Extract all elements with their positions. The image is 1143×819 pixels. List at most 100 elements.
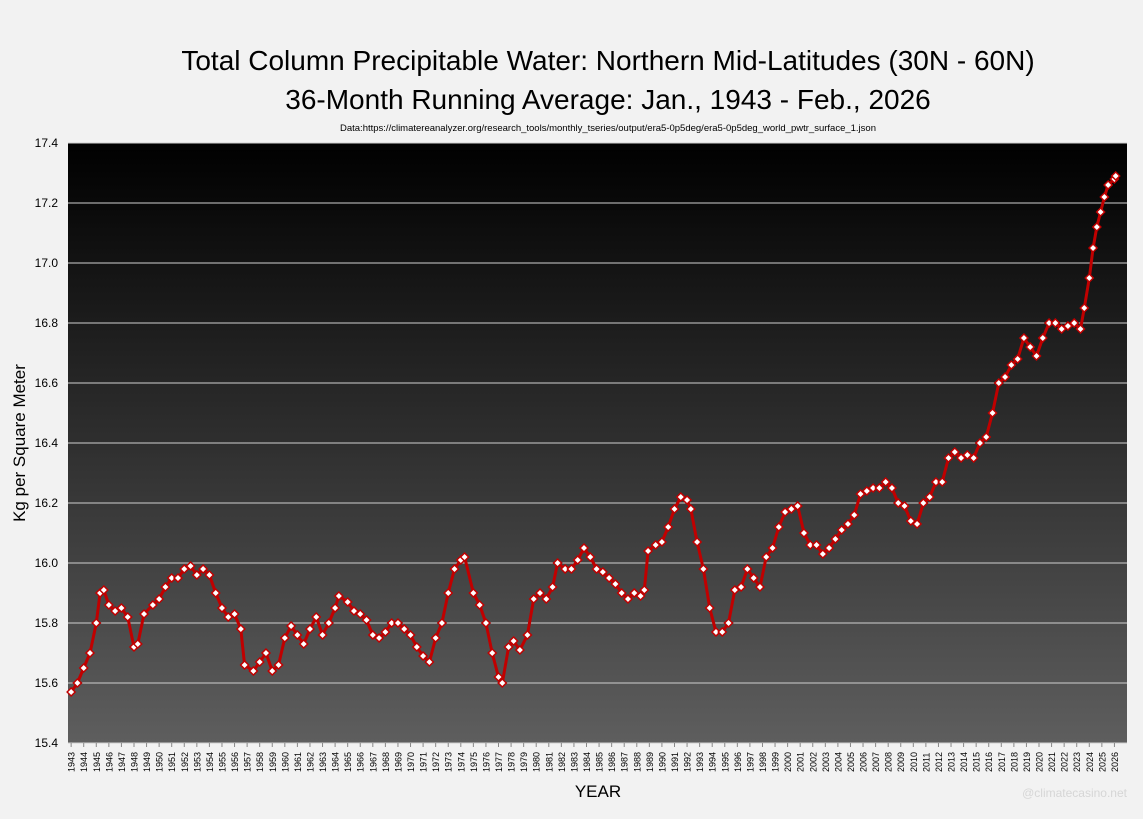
- data-point: [1091, 221, 1102, 233]
- data-point: [566, 563, 577, 575]
- data-point: [443, 587, 454, 599]
- data-point: [956, 452, 967, 464]
- data-point: [773, 521, 784, 533]
- data-point: [493, 671, 504, 683]
- y-tick-label: 17.2: [35, 196, 59, 210]
- y-tick-label: 16.0: [35, 556, 59, 570]
- x-tick-label: 2021: [1047, 752, 1057, 772]
- data-point: [817, 548, 828, 560]
- x-tick-label: 1971: [419, 752, 429, 772]
- data-point: [198, 563, 209, 575]
- data-point: [160, 581, 171, 593]
- data-point: [675, 491, 686, 503]
- x-tick-label: 1976: [481, 752, 491, 772]
- data-point: [459, 551, 470, 563]
- x-tick-label: 2001: [796, 752, 806, 772]
- data-point: [880, 476, 891, 488]
- data-point: [987, 407, 998, 419]
- data-point: [503, 641, 514, 653]
- data-point: [348, 605, 360, 617]
- data-point: [84, 647, 96, 659]
- data-point: [355, 608, 366, 620]
- data-point: [610, 578, 621, 590]
- data-point: [629, 587, 640, 599]
- x-tick-label: 1949: [142, 752, 152, 772]
- data-point: [286, 620, 297, 632]
- data-point: [367, 629, 378, 641]
- data-point: [968, 452, 979, 464]
- x-tick-label: 1989: [645, 752, 655, 772]
- x-tick-label: 1980: [532, 752, 542, 772]
- data-point: [116, 602, 127, 614]
- source: Data:https://climatereanalyzer.org/resea…: [340, 123, 876, 134]
- x-tick-label: 1953: [192, 752, 202, 772]
- x-tick-label: 2012: [934, 752, 944, 772]
- data-point: [342, 596, 353, 608]
- data-point: [1084, 272, 1095, 284]
- data-point: [855, 488, 866, 500]
- data-point: [487, 647, 498, 659]
- data-point: [267, 665, 278, 677]
- x-tick-label: 2026: [1110, 752, 1120, 772]
- data-point: [468, 587, 479, 599]
- x-tick-label: 1996: [733, 752, 743, 772]
- data-point: [534, 587, 546, 599]
- data-point: [547, 581, 558, 593]
- data-point: [622, 593, 634, 605]
- x-tick-label: 1962: [305, 752, 315, 772]
- y-tick-label: 15.8: [35, 616, 59, 630]
- data-point: [552, 557, 563, 569]
- data-point: [172, 572, 184, 584]
- data-point: [497, 677, 508, 689]
- data-point: [767, 542, 778, 554]
- x-tick-label: 1958: [255, 752, 265, 772]
- data-point: [1095, 206, 1106, 218]
- data-point: [260, 647, 272, 659]
- data-point: [899, 500, 910, 512]
- data-point: [874, 482, 885, 494]
- data-point: [681, 494, 693, 506]
- data-point: [239, 659, 250, 671]
- data-point: [235, 623, 246, 635]
- x-tick-label: 2019: [1022, 752, 1032, 772]
- data-point: [248, 665, 259, 677]
- x-tick-label: 1950: [155, 752, 165, 772]
- data-point: [1056, 323, 1067, 335]
- x-tick-label: 1987: [620, 752, 630, 772]
- data-point: [98, 584, 109, 596]
- x-tick-label: 1982: [557, 752, 567, 772]
- x-tick-label: 2017: [997, 752, 1007, 772]
- data-point: [780, 506, 791, 518]
- data-point: [374, 632, 385, 644]
- data-point: [66, 686, 77, 698]
- x-tick-label: 2014: [959, 752, 969, 772]
- data-point: [1037, 332, 1048, 344]
- data-point: [1000, 371, 1011, 383]
- x-tick-label: 1969: [393, 752, 403, 772]
- x-tick-label: 1951: [167, 752, 177, 772]
- x-tick-label: 2018: [1009, 752, 1019, 772]
- y-axis-label: Kg per Square Meter: [10, 364, 29, 522]
- x-tick-label: 2015: [972, 752, 982, 772]
- data-point: [229, 608, 240, 620]
- data-point: [418, 650, 429, 662]
- data-point: [91, 617, 102, 629]
- x-tick-label: 2025: [1097, 752, 1107, 772]
- x-tick-label: 2011: [921, 753, 931, 772]
- data-point: [736, 581, 747, 593]
- x-tick-label: 1988: [632, 752, 642, 772]
- data-point: [405, 629, 416, 641]
- x-tick-label: 1981: [544, 752, 554, 772]
- data-point: [949, 446, 960, 458]
- data-point: [541, 593, 552, 605]
- data-point: [147, 599, 158, 611]
- data-point: [154, 593, 165, 605]
- data-point: [1099, 191, 1110, 203]
- data-point: [1079, 302, 1090, 314]
- x-tick-label: 2009: [896, 752, 906, 772]
- x-tick-label: 1952: [180, 752, 190, 772]
- data-point: [1103, 179, 1114, 191]
- y-tick-label: 16.2: [35, 496, 59, 510]
- x-tick-label: 1985: [595, 752, 605, 772]
